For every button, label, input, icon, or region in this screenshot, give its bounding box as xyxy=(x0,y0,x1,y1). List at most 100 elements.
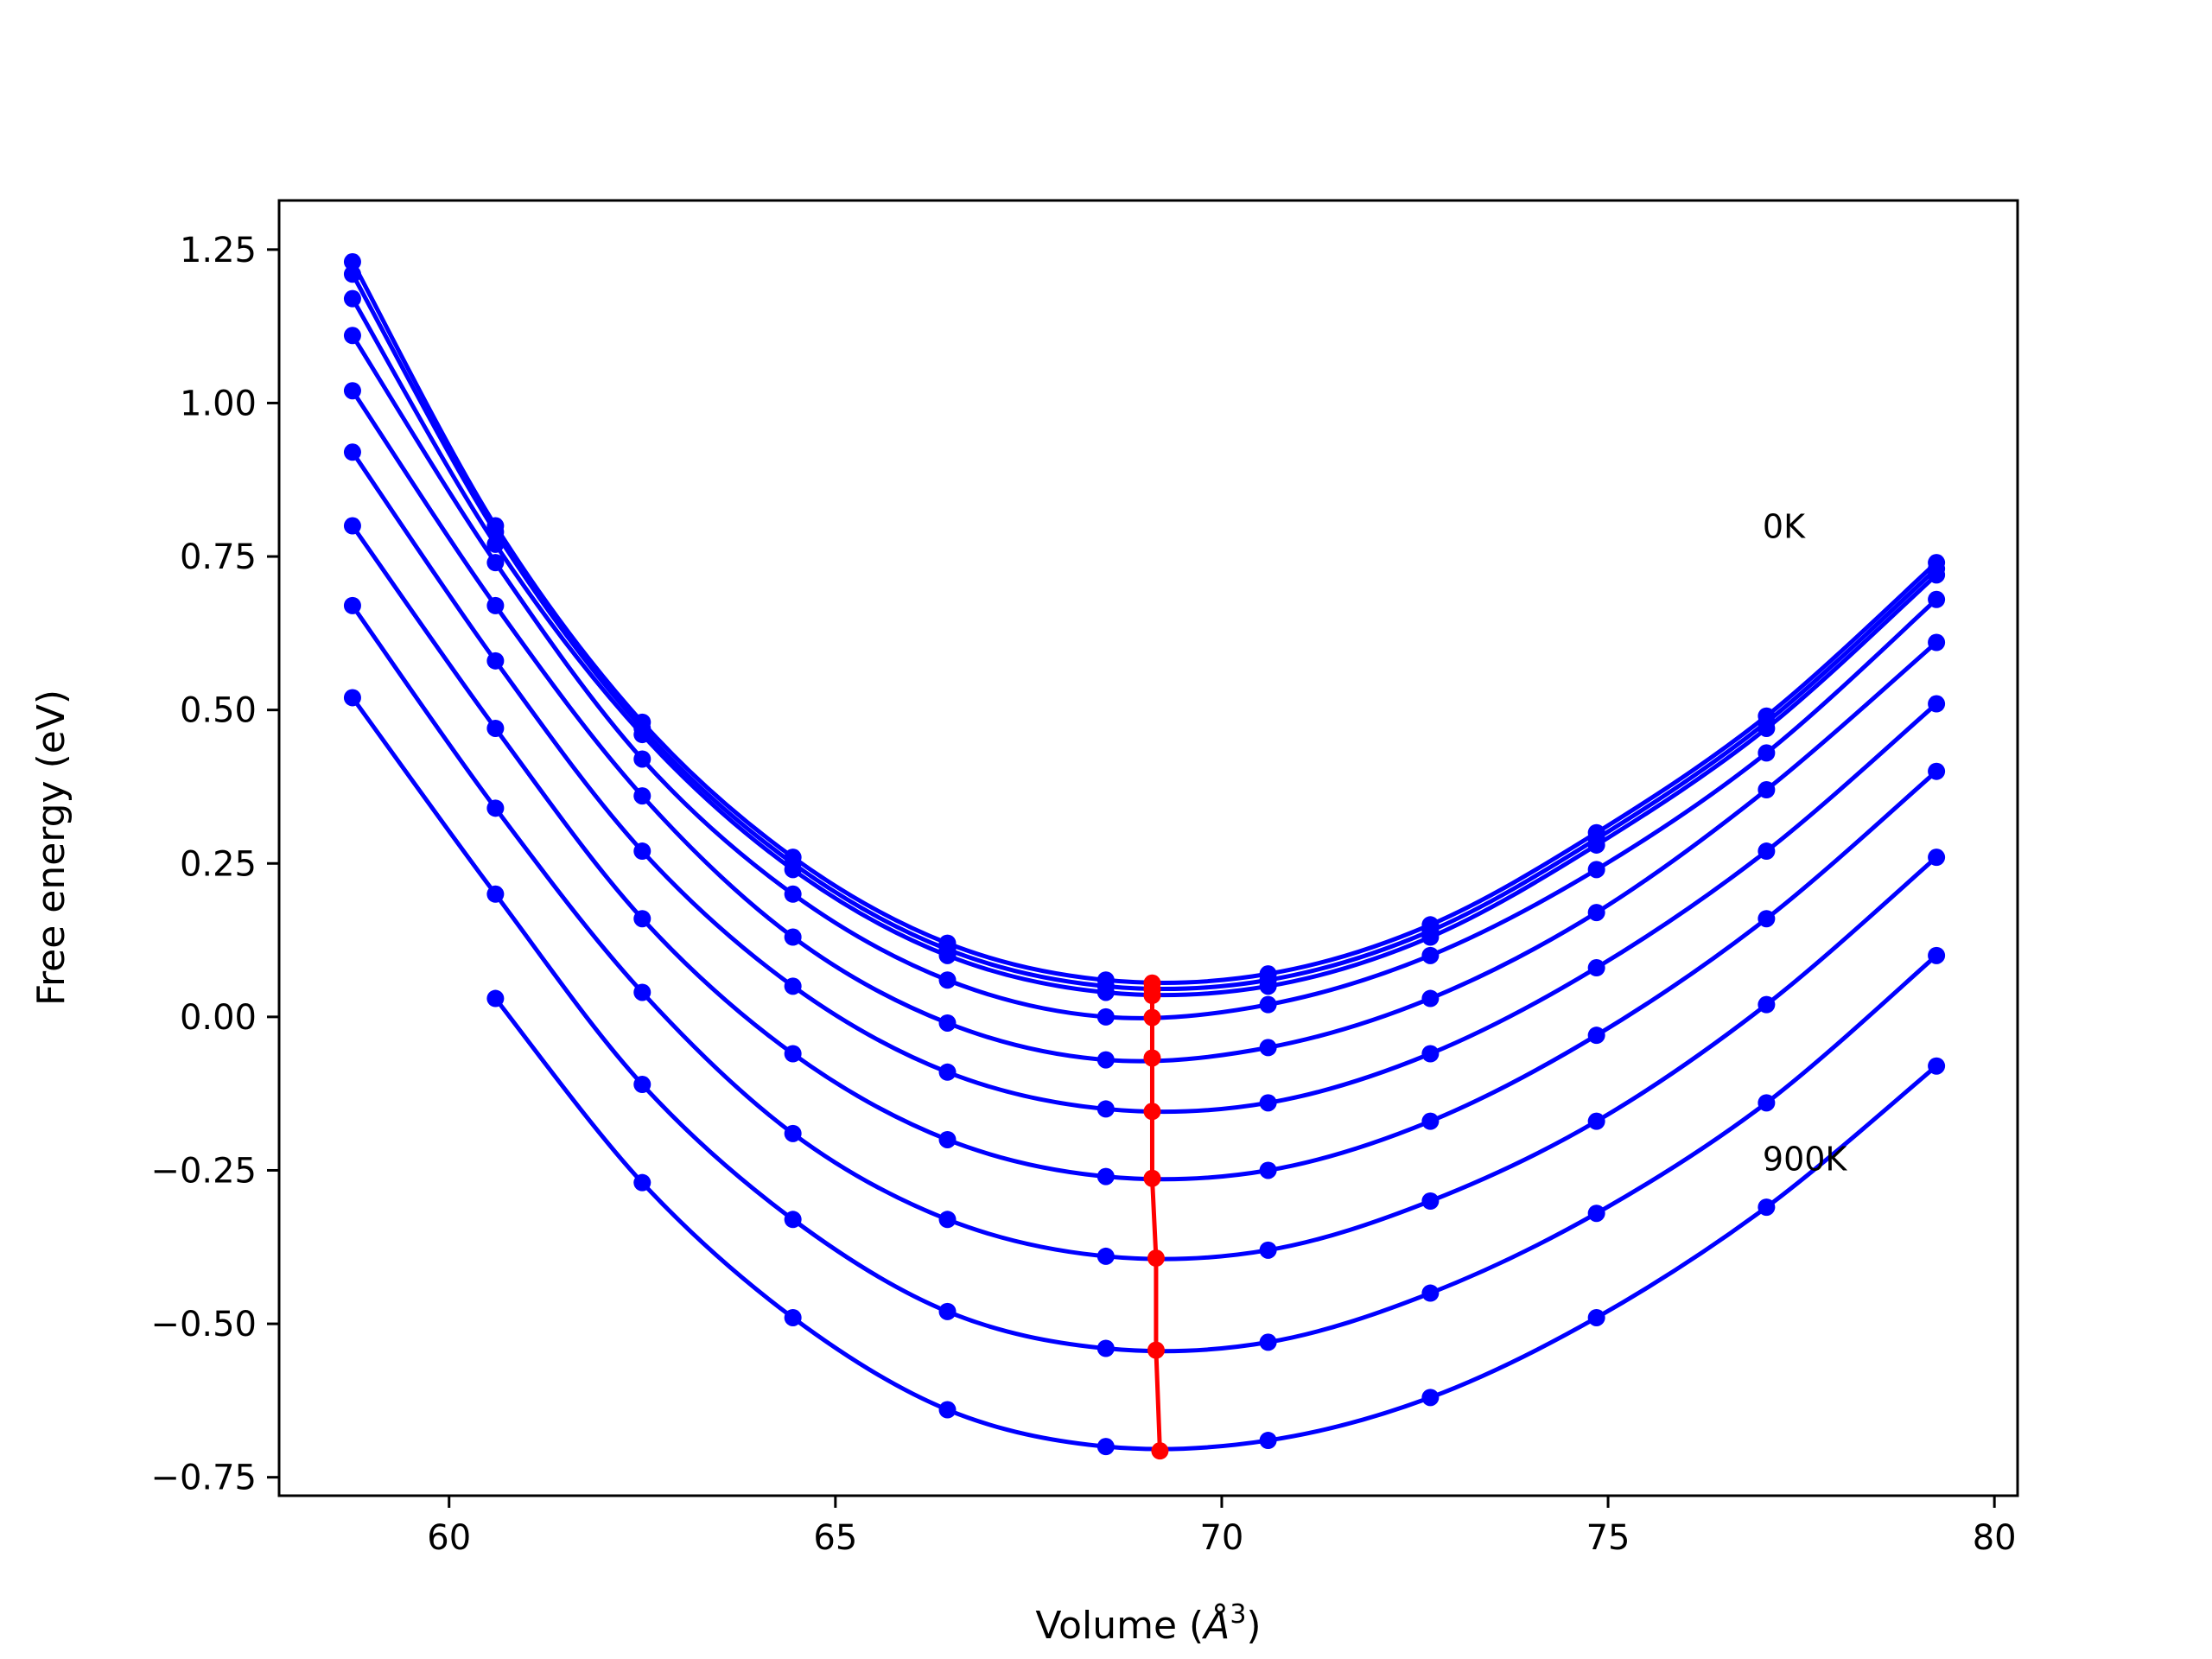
y-tick-label: 1.25 xyxy=(180,231,257,270)
data-point xyxy=(633,1173,652,1192)
data-point xyxy=(1928,849,1946,867)
data-point xyxy=(633,910,652,928)
data-point xyxy=(486,989,505,1007)
curve-series-1 xyxy=(350,273,1938,992)
data-point xyxy=(1096,1007,1115,1026)
data-point xyxy=(1587,1027,1605,1045)
data-point xyxy=(343,517,361,535)
data-point xyxy=(1587,861,1605,879)
data-point xyxy=(1587,836,1605,854)
data-point xyxy=(1928,762,1946,780)
minimum-point xyxy=(1147,1341,1165,1359)
data-point xyxy=(1587,904,1605,922)
data-point xyxy=(1758,719,1776,737)
data-point xyxy=(784,861,802,879)
data-point xyxy=(784,1211,802,1229)
data-point xyxy=(784,1124,802,1142)
data-point xyxy=(1928,1057,1946,1075)
x-axis-label-close: ) xyxy=(1246,1604,1261,1648)
data-point xyxy=(1421,989,1440,1007)
data-point xyxy=(633,750,652,768)
y-axis-label: Free energy (eV) xyxy=(29,690,73,1006)
y-tick-label: −0.25 xyxy=(150,1151,257,1191)
data-point xyxy=(1259,1039,1277,1057)
data-point xyxy=(343,289,361,308)
minimum-point xyxy=(1143,987,1161,1005)
data-point xyxy=(633,1076,652,1094)
data-point xyxy=(633,787,652,805)
data-point xyxy=(486,535,505,553)
minimum-point xyxy=(1143,1103,1161,1121)
data-point xyxy=(486,652,505,670)
data-point xyxy=(343,596,361,614)
x-tick-label: 80 xyxy=(1973,1518,2017,1558)
temperature-annotation: 900K xyxy=(1763,1140,1848,1178)
plot-frame xyxy=(277,199,2019,1497)
data-point xyxy=(486,799,505,817)
minimum-point xyxy=(1147,1249,1165,1268)
data-point xyxy=(938,971,957,989)
data-point xyxy=(1096,1167,1115,1185)
y-axis-ticks: 1.25 1.00 0.75 0.50 0.25 0.00 −0.25 −0.50 −0.75 xyxy=(150,231,279,1498)
data-point xyxy=(1587,1112,1605,1130)
data-point xyxy=(938,1302,957,1320)
data-point xyxy=(1421,1284,1440,1302)
data-point xyxy=(1758,744,1776,762)
y-tick-label: −0.75 xyxy=(150,1459,257,1498)
data-point xyxy=(1758,781,1776,799)
data-point xyxy=(938,1130,957,1148)
data-point xyxy=(1758,910,1776,928)
data-point xyxy=(343,253,361,271)
data-point xyxy=(486,885,505,903)
y-tick-label: 0.75 xyxy=(180,537,257,577)
data-point xyxy=(784,885,802,903)
x-axis-label-superscript: 3 xyxy=(1230,1599,1246,1630)
data-point xyxy=(1096,1438,1115,1456)
data-point xyxy=(1096,1339,1115,1357)
data-point xyxy=(343,265,361,283)
data-point xyxy=(633,983,652,1001)
data-point xyxy=(486,596,505,614)
y-tick-label: 0.25 xyxy=(180,844,257,884)
data-point xyxy=(1758,1094,1776,1112)
y-tick-label: 0.00 xyxy=(180,998,257,1038)
x-axis-label-text: Volume ( xyxy=(1035,1604,1204,1648)
curve-series-9 xyxy=(493,996,1938,1452)
data-point xyxy=(1259,1094,1277,1112)
data-points xyxy=(343,253,1946,1456)
data-point xyxy=(1259,1333,1277,1351)
data-point xyxy=(938,1401,957,1419)
data-point xyxy=(784,1045,802,1063)
data-point xyxy=(938,1063,957,1081)
data-point xyxy=(1928,946,1946,964)
data-point xyxy=(633,726,652,744)
x-axis-ticks: 60 65 70 75 80 xyxy=(427,1496,2017,1558)
x-tick-label: 65 xyxy=(813,1518,857,1558)
data-point xyxy=(1587,1308,1605,1326)
x-tick-label: 60 xyxy=(427,1518,471,1558)
minimum-point xyxy=(1143,1169,1161,1187)
x-axis-label: Volume (Å3) xyxy=(1035,1599,1261,1648)
temperature-annotation: 0K xyxy=(1763,508,1806,546)
curve-series-0 xyxy=(350,260,1938,985)
minimum-point xyxy=(1143,1008,1161,1027)
data-point xyxy=(784,928,802,946)
x-tick-label: 70 xyxy=(1199,1518,1243,1558)
data-point xyxy=(938,946,957,964)
temperature-annotations: 0K 900K xyxy=(1763,508,1848,1179)
data-point xyxy=(343,327,361,345)
data-point xyxy=(1096,1100,1115,1118)
data-point xyxy=(633,842,652,861)
data-point xyxy=(784,1308,802,1326)
data-point xyxy=(1096,1051,1115,1069)
data-point xyxy=(1928,633,1946,652)
x-tick-label: 75 xyxy=(1586,1518,1630,1558)
data-point xyxy=(486,719,505,737)
data-point xyxy=(1421,928,1440,946)
curve-series-2 xyxy=(350,297,1938,998)
data-point xyxy=(1259,995,1277,1014)
data-point xyxy=(1421,1045,1440,1063)
data-point xyxy=(1928,590,1946,608)
